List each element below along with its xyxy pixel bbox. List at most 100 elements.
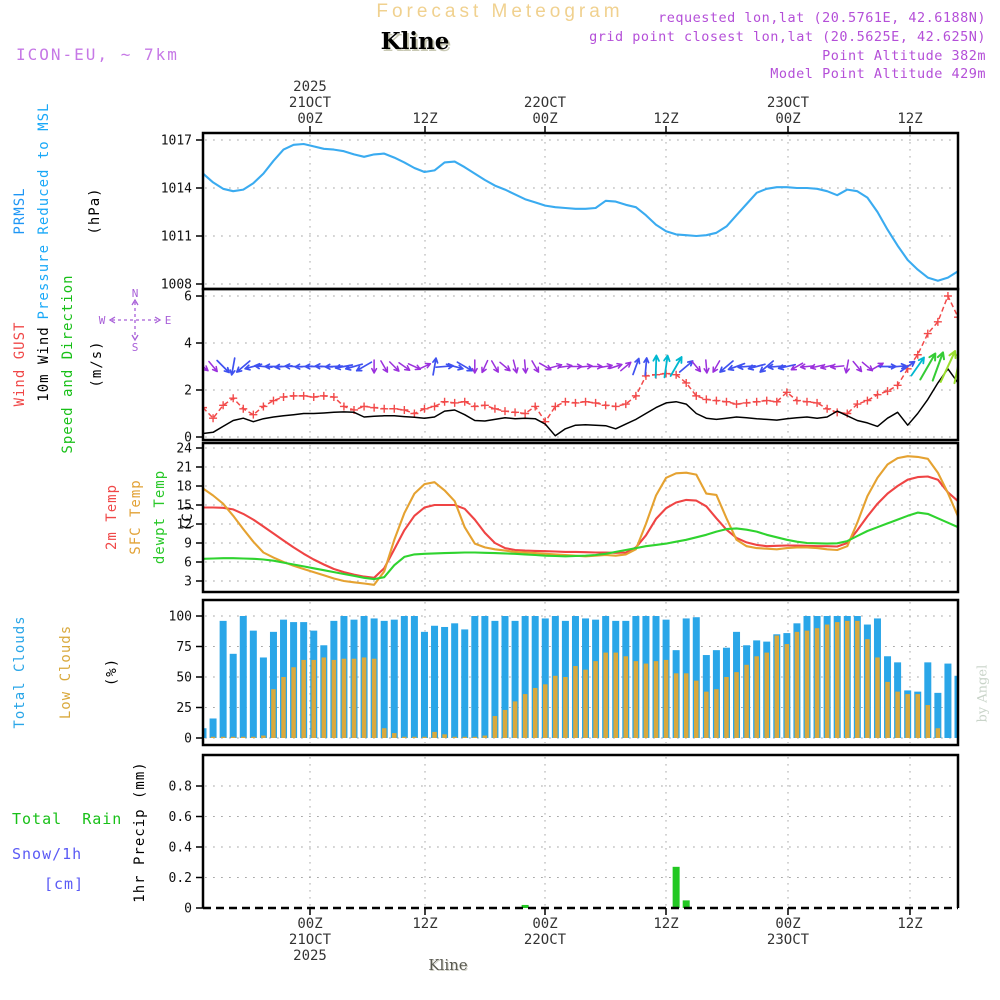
total-rain-label: Total Rain (12, 810, 123, 828)
wind-ytick-label: 6 (184, 289, 192, 304)
pressure-ytick-label: 1011 (161, 230, 192, 245)
precip-ytick-label: 0.8 (169, 780, 192, 795)
footer-station-label: Kline (428, 956, 468, 974)
time-label-top: 12Z (412, 111, 438, 127)
grid-point-coords: grid point closest lon,lat (20.5625E, 42… (589, 29, 986, 45)
temperature-ytick-label: 9 (184, 536, 192, 551)
clouds-gridlines (205, 602, 956, 743)
temperature-ytick-label: 18 (176, 479, 192, 494)
temperature-yticks: 3 6 9 12 15 18 21 24 (176, 441, 203, 589)
time-label-bottom: 00Z (775, 916, 801, 932)
temperature-ytick-label: 3 (184, 574, 192, 589)
temperature-ytick-label: 12 (176, 517, 192, 532)
pressure-label-long: Pressure Reduced to MSL (36, 102, 52, 320)
temp-dewpt-label: dewpt Temp (152, 469, 168, 565)
temperature-ytick-label: 24 (176, 441, 192, 456)
wind-frame (201, 287, 960, 442)
page-title: Forecast Meteogram (376, 1, 624, 22)
pressure-ytick-label: 1014 (161, 182, 192, 197)
wind-10m-label: 10m Wind (36, 326, 52, 402)
time-label-bottom: 00Z (297, 916, 323, 932)
wind-yticks: 0 2 4 6 (184, 289, 203, 445)
temp-sfc-label: SFC Temp (128, 479, 144, 555)
wind-ytick-label: 0 (184, 430, 192, 445)
wind-ytick-label: 2 (184, 383, 192, 398)
temperature-ytick-label: 15 (176, 498, 192, 513)
time-label-top: 22OCT (523, 95, 567, 111)
precip-ytick-label: 0.4 (169, 841, 193, 856)
snow-unit-label: [cm] (44, 875, 85, 893)
temperature-ytick-label: 21 (176, 460, 192, 475)
credit-label: by Angel (975, 664, 991, 723)
clouds-ytick-label: 50 (176, 670, 192, 685)
time-label-bottom: 12Z (897, 916, 923, 932)
time-label-bottom: 2025 (293, 948, 327, 964)
temperature-line-2m-temp (203, 475, 958, 579)
precip-gridlines (205, 757, 956, 906)
time-label-top: 00Z (297, 111, 323, 127)
temperature-line-sfc-temp (203, 455, 958, 586)
clouds-unit-label: (%) (104, 657, 120, 687)
pressure-ytick-label: 1008 (161, 278, 192, 293)
wind-arrows (203, 350, 958, 385)
wind-compass-icon: N S W E (99, 288, 172, 352)
snow-label: Snow/1h (12, 845, 83, 863)
time-axis-ticks (309, 126, 911, 915)
time-label-bottom: 21OCT (288, 932, 332, 948)
pressure-unit-label: (hPa) (87, 187, 103, 235)
wind-ytick-label: 4 (184, 336, 192, 351)
pressure-label-short: PRMSL (12, 187, 28, 235)
compass-n: N (132, 288, 139, 300)
clouds-frame (201, 598, 960, 747)
total-clouds-label: Total Clouds (12, 615, 28, 729)
clouds-ytick-label: 100 (169, 609, 192, 624)
clouds-ytick-label: 25 (176, 701, 192, 716)
time-label-top: 21OCT (288, 95, 332, 111)
station-title: Kline (380, 28, 450, 55)
temperature-line-dewpt-temp (203, 511, 958, 581)
precip-frame (201, 753, 960, 910)
precip-ytick-label: 0.2 (169, 871, 192, 886)
time-label-top: 2025 (293, 79, 327, 95)
time-label-bottom: 22OCT (523, 932, 567, 948)
model-name: ICON-EU, ~ 7km (16, 45, 179, 64)
low-clouds-label: Low Clouds (58, 624, 74, 720)
clouds-ytick-label: 75 (176, 640, 192, 655)
compass-w: W (99, 314, 106, 327)
wind-gust-label: Wind GUST (12, 321, 28, 407)
pressure-frame (201, 131, 960, 291)
temperature-frame (201, 441, 960, 594)
wind-speed-dir-label: Speed and Direction (60, 274, 76, 454)
compass-e: E (165, 314, 172, 327)
pressure-line-prmsl (203, 142, 958, 282)
time-label-bottom: 12Z (412, 916, 438, 932)
clouds-yticks: 0 25 50 75 100 (169, 609, 203, 746)
time-label-top: 12Z (653, 111, 679, 127)
temperature-ytick-label: 6 (184, 555, 192, 570)
time-label-bottom: 00Z (532, 916, 558, 932)
pressure-gridlines (205, 135, 956, 287)
model-altitude: Model Point Altitude 429m (770, 66, 986, 82)
clouds-ytick-label: 0 (184, 731, 192, 746)
wind-line-10m-wind (203, 368, 958, 437)
time-label-top: 23OCT (766, 95, 810, 111)
time-label-top: 00Z (775, 111, 801, 127)
precip-bars-rain (521, 866, 690, 908)
time-label-top: 12Z (897, 111, 923, 127)
compass-s: S (132, 341, 139, 352)
precip-unit-label: 1hr Precip (mm) (132, 761, 148, 903)
temp-unit-label: (C) (180, 502, 196, 532)
temp-2m-label: 2m Temp (104, 483, 120, 551)
time-label-bottom: 23OCT (766, 932, 810, 948)
precip-ytick-label: 0.6 (169, 810, 192, 825)
requested-coords: requested lon,lat (20.5761E, 42.6188N) (658, 10, 986, 26)
point-altitude: Point Altitude 382m (822, 48, 986, 64)
precip-ytick-label: 0 (184, 902, 192, 917)
time-label-top: 00Z (532, 111, 558, 127)
clouds-bars-low-clouds (210, 620, 941, 738)
time-label-bottom: 12Z (653, 916, 679, 932)
pressure-ytick-label: 1017 (161, 134, 192, 149)
precip-yticks: 0 0.2 0.4 0.6 0.8 (169, 780, 203, 917)
